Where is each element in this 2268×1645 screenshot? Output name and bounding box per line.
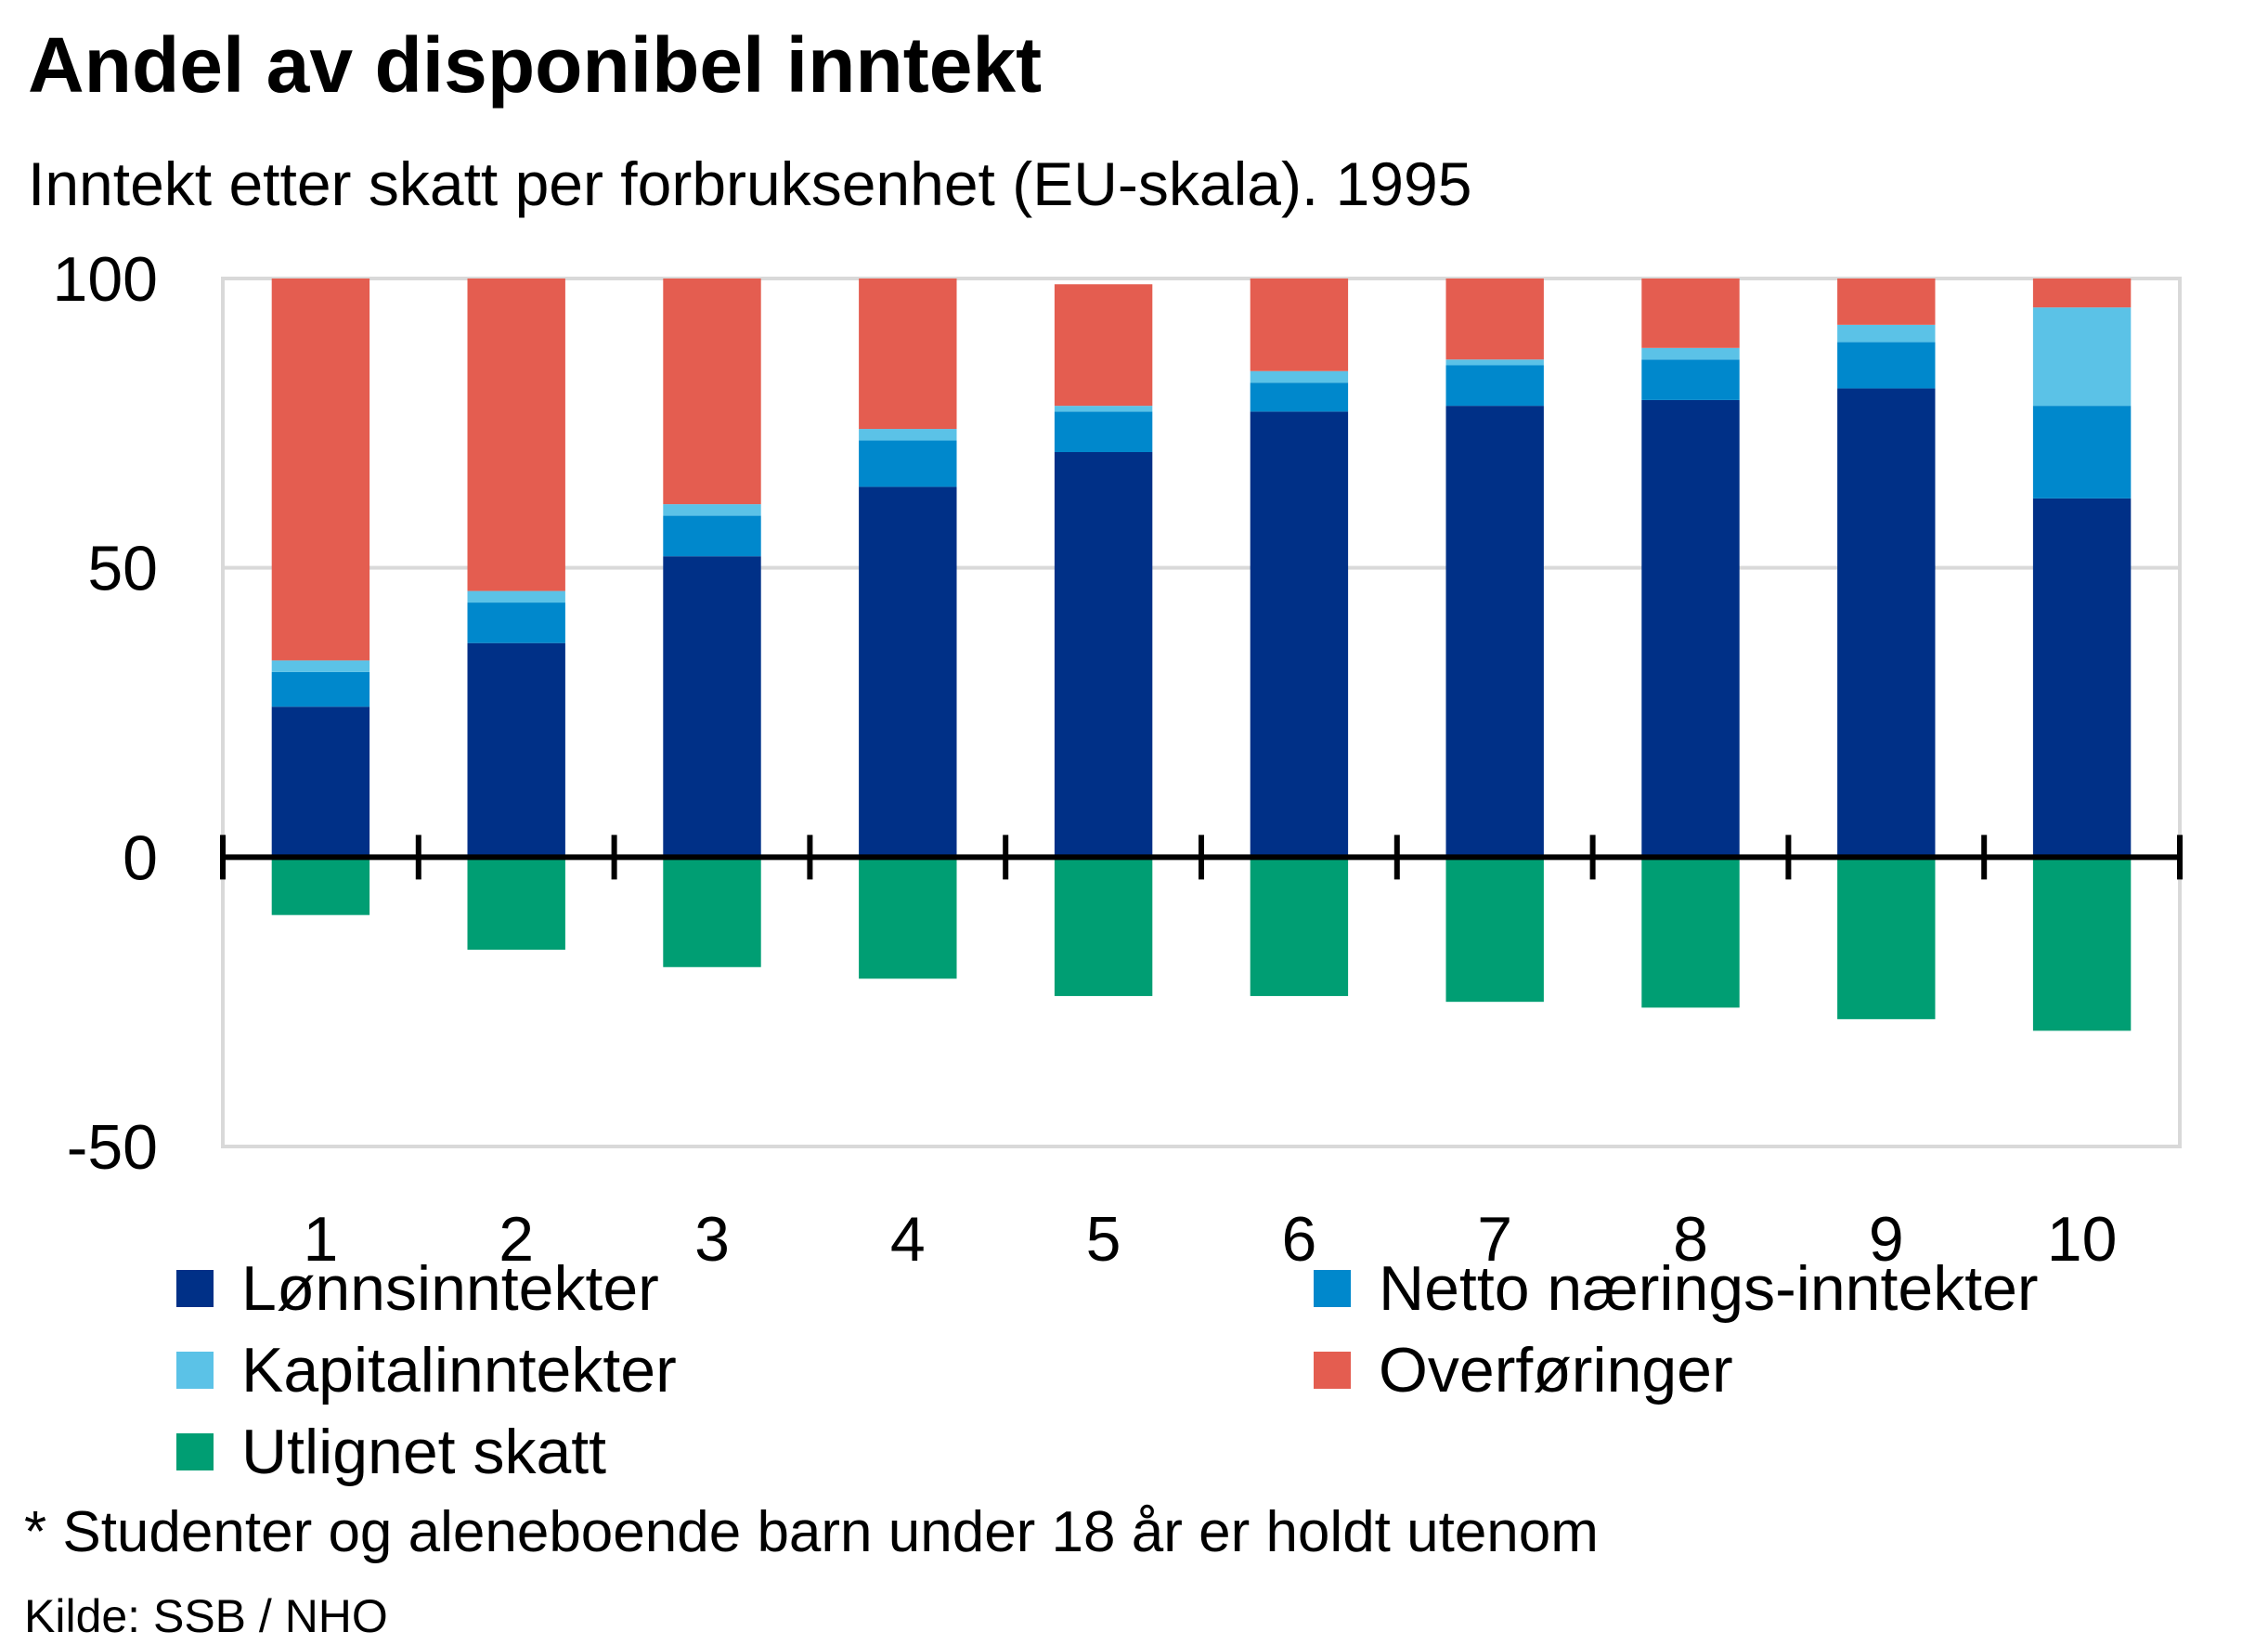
bar-segment xyxy=(1445,278,1544,360)
x-tick-label: 2 xyxy=(499,1204,534,1275)
bar-segment xyxy=(2032,857,2132,1031)
x-tick-label: 1 xyxy=(303,1204,338,1275)
y-tick-label: 0 xyxy=(123,822,158,893)
bar-segment xyxy=(1641,399,1740,858)
bars-layer xyxy=(271,278,2132,1031)
bar-segment xyxy=(1445,365,1544,407)
bar-segment xyxy=(663,278,761,505)
bar-segment xyxy=(1837,342,1936,389)
legend-label: Overføringer xyxy=(1379,1335,1733,1405)
chart-subtitle: Inntekt etter skatt per forbruksenhet (E… xyxy=(28,149,1472,218)
source-label: Kilde: SSB / NHO xyxy=(24,1590,388,1642)
bar-segment xyxy=(1250,411,1349,858)
bar-segment xyxy=(467,642,565,858)
bar-segment xyxy=(467,590,565,603)
bar-segment xyxy=(1054,857,1153,996)
bar-segment xyxy=(1445,857,1544,1003)
bar-segment xyxy=(1837,324,1936,343)
bar-segment xyxy=(663,556,761,858)
legend-swatch xyxy=(176,1270,214,1307)
bar-segment xyxy=(1837,857,1936,1019)
bar-segment xyxy=(467,602,565,643)
legend-label: Netto nærings-inntekter xyxy=(1379,1253,2039,1324)
y-tick-label: 100 xyxy=(53,244,158,315)
legend-item: Lønnsinntekter xyxy=(176,1249,659,1328)
bar-segment xyxy=(2032,278,2132,308)
bar-segment xyxy=(271,857,370,915)
bar-segment xyxy=(1837,388,1936,858)
bar-segment xyxy=(467,857,565,951)
bar-segment xyxy=(1054,411,1153,452)
bar-segment xyxy=(1250,278,1349,371)
bar-segment xyxy=(663,504,761,516)
bar-segment xyxy=(271,278,370,661)
legend-item: Overføringer xyxy=(1314,1330,1733,1410)
bar-segment xyxy=(1250,370,1349,383)
bar-segment xyxy=(1641,857,1740,1008)
x-tick-label: 6 xyxy=(1281,1204,1316,1275)
bar-segment xyxy=(1641,359,1740,400)
bar-segment xyxy=(859,429,957,441)
bar-segment xyxy=(271,660,370,672)
bar-segment xyxy=(2032,498,2132,858)
x-tick-label: 4 xyxy=(890,1204,926,1275)
legend-item: Netto nærings-inntekter xyxy=(1314,1249,2039,1328)
bar-segment xyxy=(1837,278,1936,325)
bar-segment xyxy=(859,278,957,430)
legend-item: Kapitalinntekter xyxy=(176,1330,677,1410)
legend-swatch xyxy=(1314,1352,1351,1389)
y-tick-label: 50 xyxy=(87,534,158,604)
bar-segment xyxy=(1445,359,1544,366)
bar-segment xyxy=(1445,406,1544,858)
legend-item: Utlignet skatt xyxy=(176,1412,606,1492)
bar-segment xyxy=(2032,307,2132,407)
y-tick-label: -50 xyxy=(67,1112,158,1183)
bar-segment xyxy=(271,671,370,707)
legend-label: Kapitalinntekter xyxy=(241,1335,677,1405)
bar-segment xyxy=(859,857,957,979)
legend-label: Utlignet skatt xyxy=(241,1417,607,1487)
bar-segment xyxy=(467,278,565,591)
legend-swatch xyxy=(176,1352,214,1389)
x-tick-label: 8 xyxy=(1673,1204,1708,1275)
bar-segment xyxy=(1054,406,1153,412)
x-tick-label: 10 xyxy=(2047,1204,2118,1275)
chart-title: Andel av disponibel inntekt xyxy=(28,21,1043,109)
x-tick-label: 3 xyxy=(694,1204,730,1275)
footnote: * Studenter og aleneboende barn under 18… xyxy=(24,1500,1599,1564)
x-tick-label: 9 xyxy=(1869,1204,1904,1275)
bar-segment xyxy=(1250,857,1349,996)
bar-segment xyxy=(1054,452,1153,858)
bar-segment xyxy=(859,486,957,858)
bar-segment xyxy=(1054,284,1153,407)
axis-layer xyxy=(220,835,2183,880)
bar-segment xyxy=(859,440,957,487)
bar-segment xyxy=(663,857,761,967)
legend-swatch xyxy=(176,1433,214,1470)
bar-segment xyxy=(271,706,370,858)
x-tick-label: 7 xyxy=(1477,1204,1512,1275)
bar-segment xyxy=(1641,278,1740,348)
x-tick-label: 5 xyxy=(1086,1204,1121,1275)
label-layer: 100 50 0 -50 1 2 3 4 5 6 7 8 9 10 xyxy=(53,244,2118,1275)
bar-segment xyxy=(663,515,761,557)
bar-segment xyxy=(1250,382,1349,412)
bar-segment xyxy=(1641,347,1740,360)
legend-label: Lønnsinntekter xyxy=(241,1253,659,1324)
legend: Lønnsinntekter Netto nærings-inntekter Kap… xyxy=(0,1249,2268,1518)
bar-segment xyxy=(2032,406,2132,499)
legend-swatch xyxy=(1314,1270,1351,1307)
